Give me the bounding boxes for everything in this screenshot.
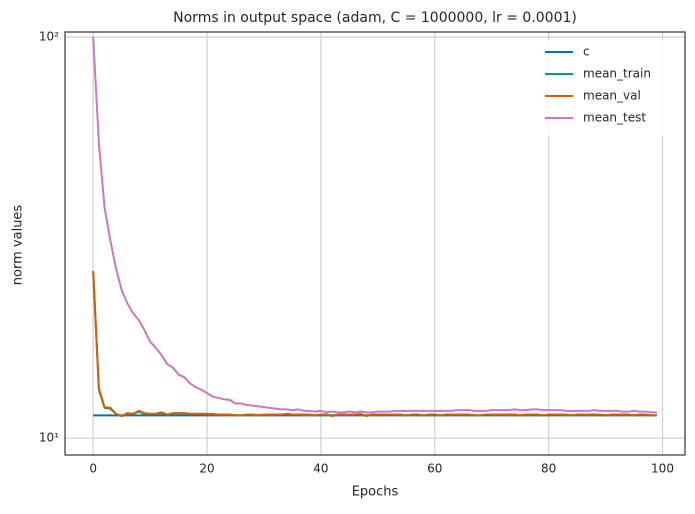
legend-label: mean_val — [583, 89, 641, 103]
plot-frame — [64, 31, 686, 456]
line — [92, 271, 657, 418]
x-tick-label: 20 — [199, 462, 214, 476]
chart-title: Norms in output space (adam, C = 1000000… — [173, 10, 577, 26]
y-tick-label: 10² — [39, 29, 59, 43]
x-tick-label: 60 — [427, 462, 442, 476]
line — [92, 270, 657, 418]
y-axis-label: norm values — [11, 205, 26, 286]
legend-label: c — [583, 45, 590, 59]
y-tick-label: 10¹ — [39, 431, 59, 445]
legend-label: mean_test — [583, 111, 646, 125]
x-tick-label: 40 — [313, 462, 328, 476]
x-tick-label: 100 — [651, 462, 674, 476]
legend-box — [535, 40, 675, 136]
x-axis-label: Epochs — [352, 485, 399, 500]
line — [92, 36, 657, 414]
x-tick-label: 80 — [541, 462, 556, 476]
x-tick-label: 0 — [89, 462, 97, 476]
legend-label: mean_train — [583, 67, 651, 81]
